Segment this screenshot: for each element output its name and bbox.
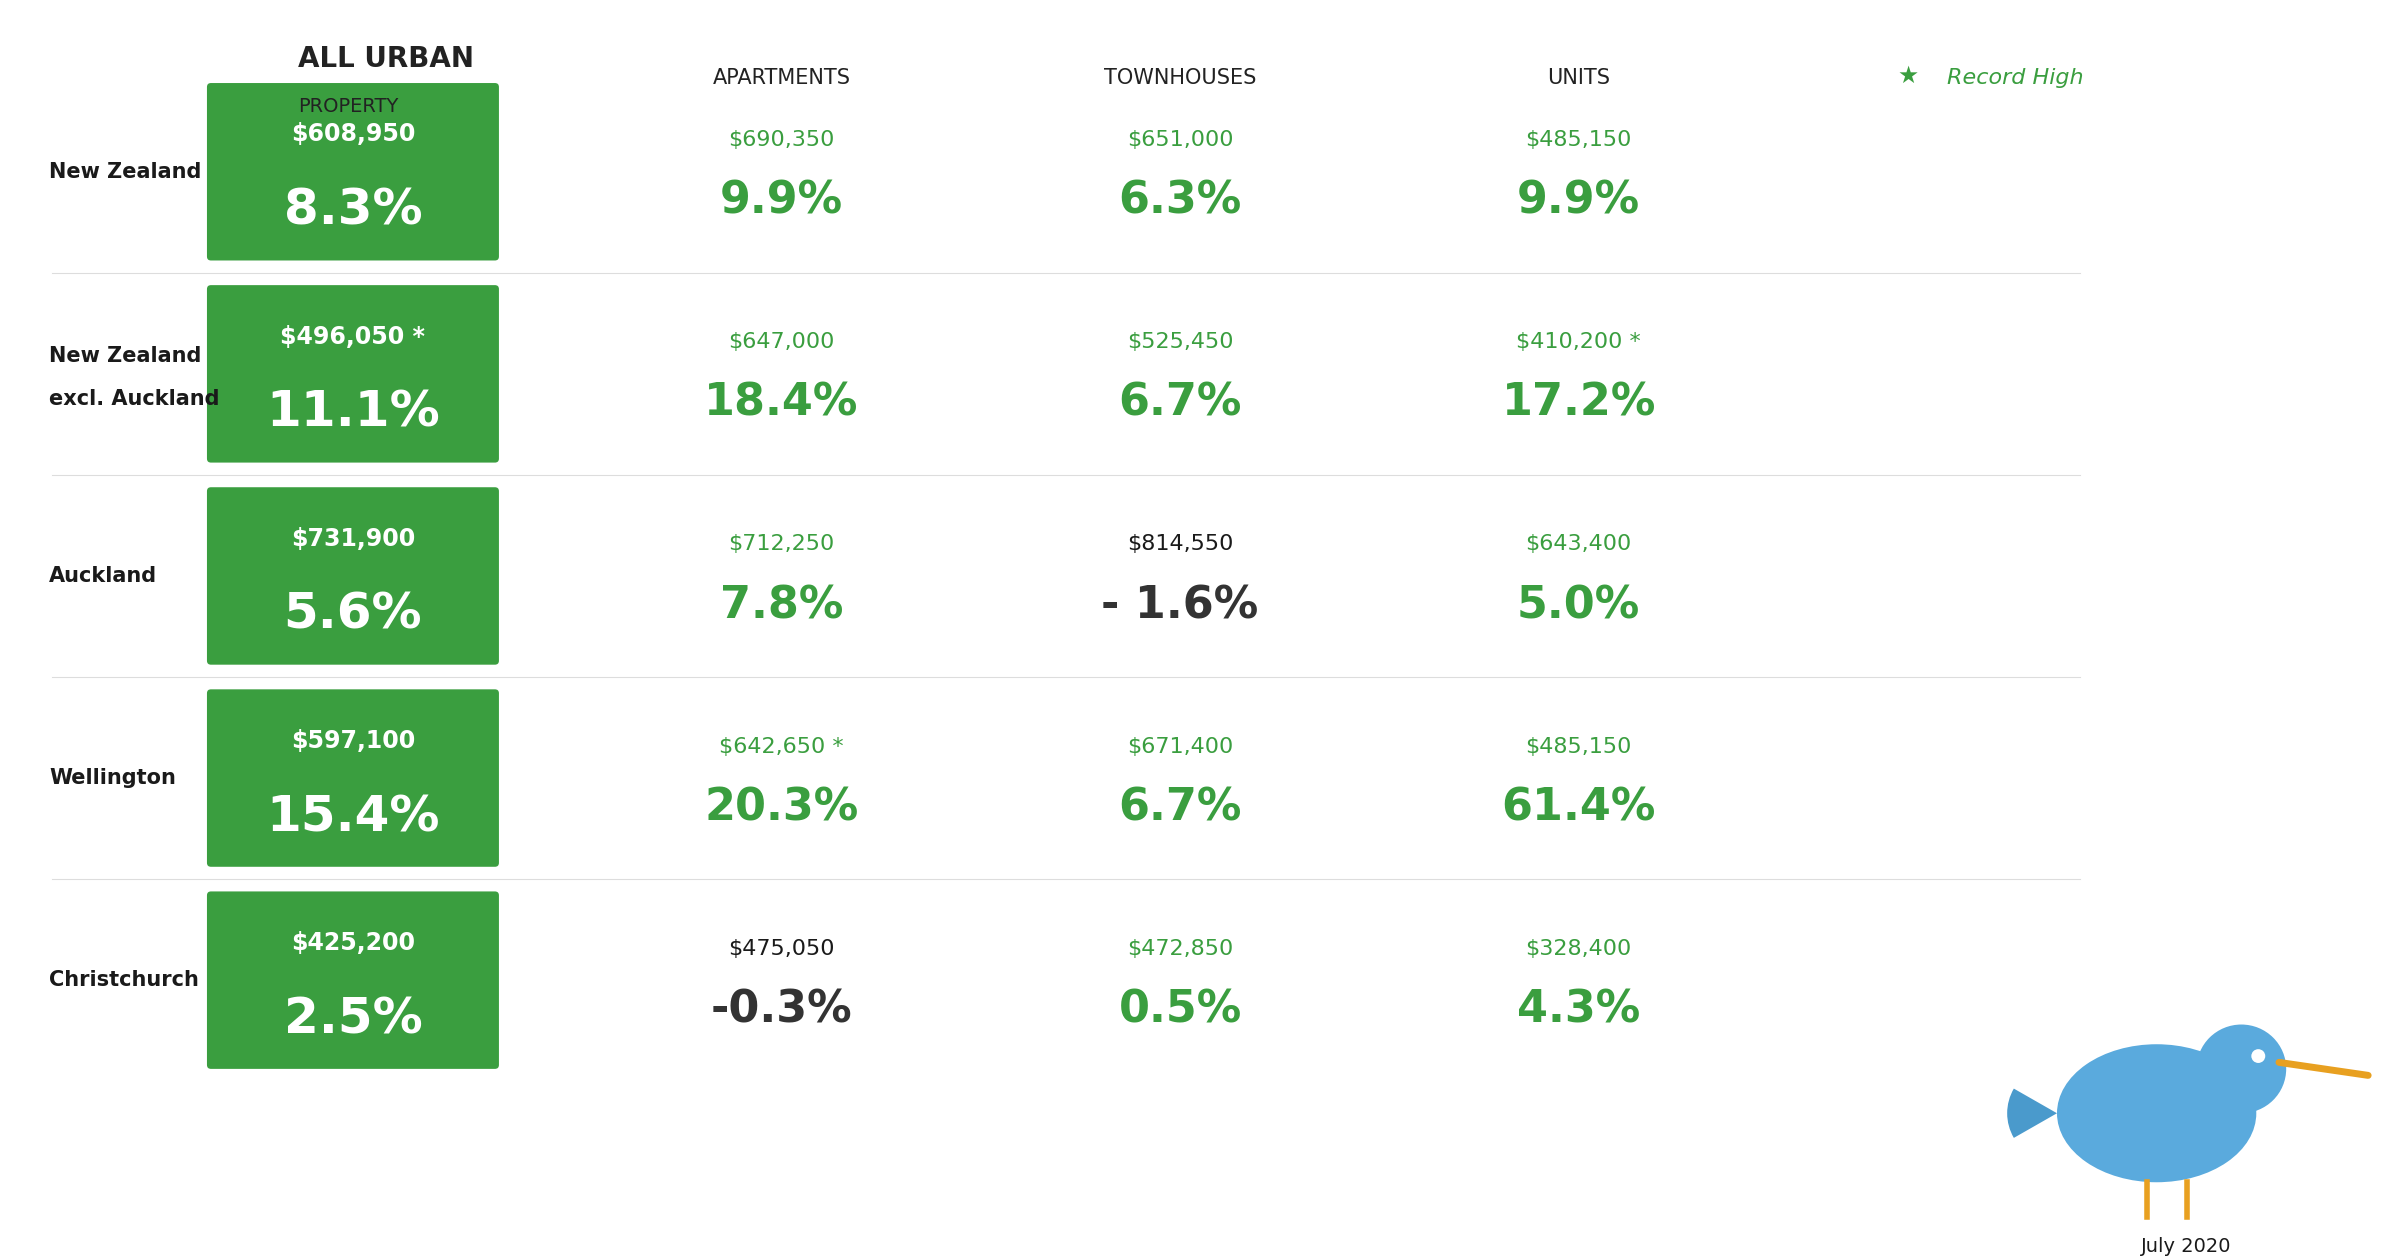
Text: $525,450: $525,450 xyxy=(1128,333,1233,353)
Text: $496,050 *: $496,050 * xyxy=(280,325,426,349)
Text: $731,900: $731,900 xyxy=(290,527,414,551)
Text: 5.6%: 5.6% xyxy=(282,591,421,639)
FancyArrowPatch shape xyxy=(2279,1062,2368,1075)
Text: 6.3%: 6.3% xyxy=(1118,180,1242,223)
Text: excl. Auckland: excl. Auckland xyxy=(48,388,220,408)
Text: $643,400: $643,400 xyxy=(1525,534,1633,554)
Text: New Zealand: New Zealand xyxy=(48,346,201,367)
Text: 7.8%: 7.8% xyxy=(721,585,843,627)
Text: $485,150: $485,150 xyxy=(1525,130,1633,150)
Text: 9.9%: 9.9% xyxy=(1518,180,1640,223)
FancyBboxPatch shape xyxy=(206,891,498,1068)
Text: $647,000: $647,000 xyxy=(728,333,836,353)
Text: $475,050: $475,050 xyxy=(728,939,836,959)
Text: Christchurch: Christchurch xyxy=(48,970,199,990)
Text: 6.7%: 6.7% xyxy=(1118,786,1242,829)
Text: 2.5%: 2.5% xyxy=(282,995,421,1043)
Text: -0.3%: -0.3% xyxy=(711,988,852,1031)
Text: Record High: Record High xyxy=(1946,68,2085,88)
Text: UNITS: UNITS xyxy=(1547,68,1611,88)
Text: 17.2%: 17.2% xyxy=(1501,382,1657,425)
Ellipse shape xyxy=(2056,1045,2255,1182)
Circle shape xyxy=(2250,1050,2265,1063)
Text: $485,150: $485,150 xyxy=(1525,737,1633,756)
Text: 0.5%: 0.5% xyxy=(1118,988,1242,1031)
Text: $425,200: $425,200 xyxy=(292,931,414,955)
Text: $328,400: $328,400 xyxy=(1525,939,1633,959)
Circle shape xyxy=(2198,1024,2286,1114)
Text: 4.3%: 4.3% xyxy=(1518,988,1640,1031)
Text: Wellington: Wellington xyxy=(48,769,175,788)
Text: $410,200 *: $410,200 * xyxy=(1515,333,1640,353)
Text: $597,100: $597,100 xyxy=(290,728,414,752)
FancyBboxPatch shape xyxy=(206,285,498,462)
Text: $712,250: $712,250 xyxy=(728,534,836,554)
Text: - 1.6%: - 1.6% xyxy=(1101,585,1259,627)
Text: New Zealand: New Zealand xyxy=(48,161,201,181)
Text: July 2020: July 2020 xyxy=(2140,1237,2231,1256)
Text: 18.4%: 18.4% xyxy=(704,382,859,425)
Text: ★: ★ xyxy=(1898,64,1918,88)
Text: 15.4%: 15.4% xyxy=(266,793,440,842)
Text: 20.3%: 20.3% xyxy=(704,786,859,829)
FancyBboxPatch shape xyxy=(206,689,498,867)
Text: 9.9%: 9.9% xyxy=(721,180,843,223)
Text: 6.7%: 6.7% xyxy=(1118,382,1242,425)
Text: 61.4%: 61.4% xyxy=(1501,786,1657,829)
Text: PROPERTY: PROPERTY xyxy=(299,97,397,116)
Text: $814,550: $814,550 xyxy=(1128,534,1233,554)
Text: 11.1%: 11.1% xyxy=(266,389,440,437)
Text: TOWNHOUSES: TOWNHOUSES xyxy=(1104,68,1257,88)
Text: 5.0%: 5.0% xyxy=(1518,585,1640,627)
Text: $642,650 *: $642,650 * xyxy=(718,737,843,756)
Text: $651,000: $651,000 xyxy=(1128,130,1233,150)
Text: Auckland: Auckland xyxy=(48,566,158,586)
Text: ALL URBAN: ALL URBAN xyxy=(299,45,474,73)
Text: $608,950: $608,950 xyxy=(290,122,414,146)
Text: $690,350: $690,350 xyxy=(728,130,836,150)
Text: 8.3%: 8.3% xyxy=(282,186,421,234)
FancyBboxPatch shape xyxy=(206,488,498,665)
FancyBboxPatch shape xyxy=(206,83,498,261)
Wedge shape xyxy=(2006,1089,2056,1138)
Text: $671,400: $671,400 xyxy=(1128,737,1233,756)
Text: $472,850: $472,850 xyxy=(1128,939,1233,959)
Text: APARTMENTS: APARTMENTS xyxy=(713,68,850,88)
